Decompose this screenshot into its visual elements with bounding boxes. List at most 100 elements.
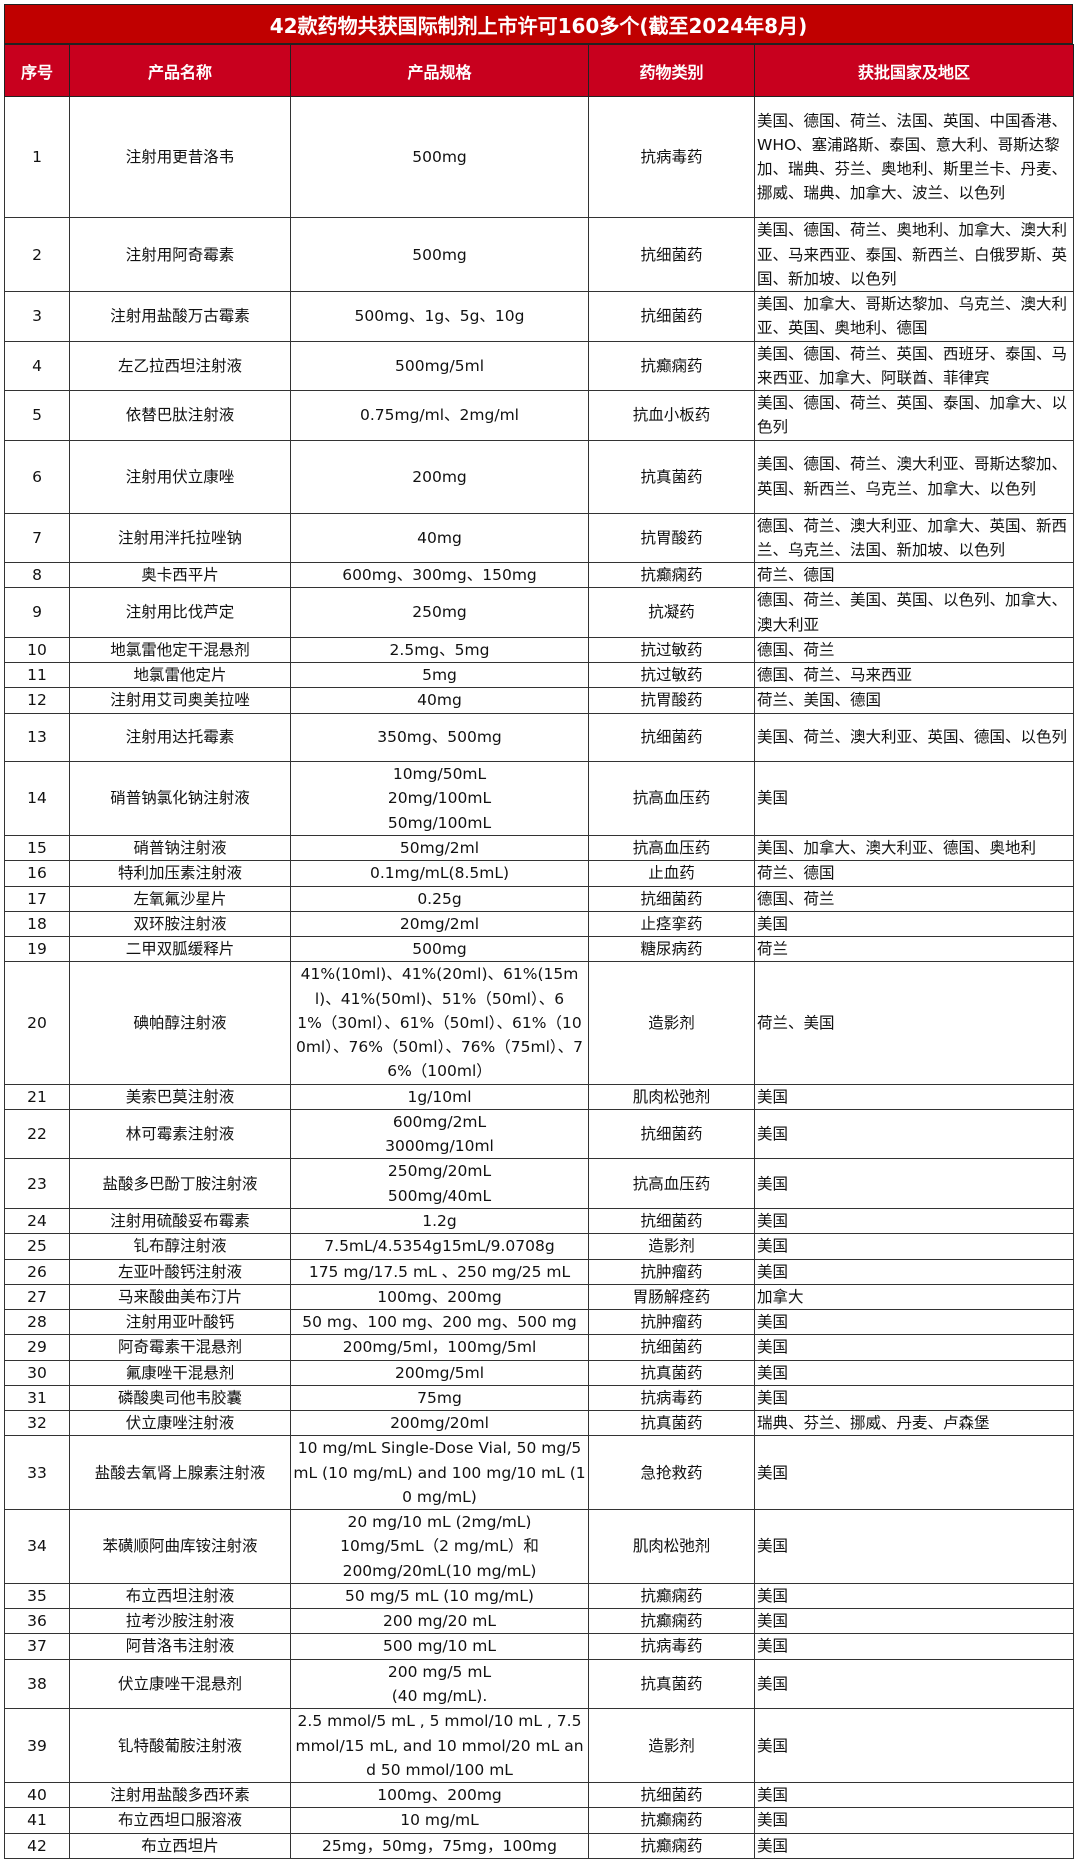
cell-category: 肌肉松弛剂 xyxy=(588,1083,755,1110)
cell-name: 二甲双胍缓释片 xyxy=(69,936,291,963)
cell-countries: 德国、荷兰 xyxy=(754,885,1074,912)
cell-countries: 美国 xyxy=(754,1708,1074,1784)
cell-name: 盐酸多巴酚丁胺注射液 xyxy=(69,1158,291,1209)
cell-no: 10 xyxy=(4,636,70,664)
cell-name: 注射用亚叶酸钙 xyxy=(69,1309,291,1336)
table-row: 37 阿昔洛韦注射液 500 mg/10 mL 抗病毒药 美国 xyxy=(4,1633,1074,1660)
table-row: 2 注射用阿奇霉素 500mg 抗细菌药 美国、德国、荷兰、奥地利、加拿大、澳大利亚、马… xyxy=(4,217,1074,293)
cell-name: 钆特酸葡胺注射液 xyxy=(69,1708,291,1784)
cell-name: 奥卡西平片 xyxy=(69,562,291,589)
cell-no: 8 xyxy=(4,562,70,589)
cell-spec: 200 mg/5 mL (40 mg/mL). xyxy=(290,1658,589,1710)
cell-countries: 美国 xyxy=(754,1258,1074,1285)
cell-category: 抗真菌药 xyxy=(588,439,755,514)
cell-countries: 美国 xyxy=(754,1309,1074,1336)
cell-no: 34 xyxy=(4,1509,70,1584)
cell-name: 钆布醇注射液 xyxy=(69,1233,291,1260)
cell-spec: 200mg/20ml xyxy=(290,1410,589,1437)
cell-countries: 美国、德国、荷兰、法国、英国、中国香港、WHO、塞浦路斯、泰国、意大利、哥斯达黎… xyxy=(754,95,1074,219)
cell-no: 11 xyxy=(4,662,70,689)
cell-category: 抗血小板药 xyxy=(588,390,755,441)
cell-spec: 100mg、200mg xyxy=(290,1283,589,1311)
cell-category: 抗过敏药 xyxy=(588,662,755,689)
table-row: 38 伏立康唑干混悬剂 200 mg/5 mL (40 mg/mL). 抗真菌药 美国 xyxy=(4,1658,1074,1710)
cell-spec: 100mg、200mg xyxy=(290,1782,589,1809)
cell-no: 1 xyxy=(4,95,70,219)
cell-category: 抗细菌药 xyxy=(588,1334,755,1361)
cell-countries: 美国 xyxy=(754,1832,1074,1859)
table-row: 24 注射用硫酸妥布霉素 1.2g 抗细菌药 美国 xyxy=(4,1207,1074,1235)
cell-countries: 荷兰、德国 xyxy=(754,562,1074,589)
header-spec: 产品规格 xyxy=(290,44,589,97)
table-row: 17 左氧氟沙星片 0.25g 抗细菌药 德国、荷兰 xyxy=(4,885,1074,912)
table-row: 21 美索巴莫注射液 1g/10ml 肌肉松弛剂 美国 xyxy=(4,1083,1074,1110)
cell-no: 13 xyxy=(4,712,70,763)
cell-spec: 500mg/5ml xyxy=(290,340,589,392)
table-row: 42 布立西坦片 25mg，50mg，75mg，100mg 抗癫痫药 美国 xyxy=(4,1832,1074,1859)
cell-name: 美索巴莫注射液 xyxy=(69,1083,291,1110)
cell-name: 地氯雷他定片 xyxy=(69,662,291,689)
cell-name: 阿昔洛韦注射液 xyxy=(69,1633,291,1660)
table-row: 18 双环胺注射液 20mg/2ml 止痉挛药 美国 xyxy=(4,910,1074,938)
cell-countries: 美国 xyxy=(754,1083,1074,1110)
cell-countries: 美国、荷兰、澳大利亚、英国、德国、以色列 xyxy=(754,712,1074,763)
cell-spec: 0.1mg/mL(8.5mL) xyxy=(290,860,589,887)
cell-spec: 600mg、300mg、150mg xyxy=(290,562,589,589)
cell-countries: 美国、德国、荷兰、澳大利亚、哥斯达黎加、英国、新西兰、乌克兰、加拿大、以色列 xyxy=(754,439,1074,514)
cell-no: 29 xyxy=(4,1334,70,1361)
cell-no: 30 xyxy=(4,1359,70,1386)
cell-no: 5 xyxy=(4,390,70,441)
table-row: 33 盐酸去氧肾上腺素注射液 10 mg/mL Single-Dose Vial, … xyxy=(4,1435,1074,1511)
cell-spec: 0.75mg/ml、2mg/ml xyxy=(290,390,589,441)
cell-countries: 美国 xyxy=(754,1435,1074,1511)
table-row: 11 地氯雷他定片 5mg 抗过敏药 德国、荷兰、马来西亚 xyxy=(4,662,1074,689)
cell-category: 抗肿瘤药 xyxy=(588,1309,755,1336)
table-row: 16 特利加压素注射液 0.1mg/mL(8.5mL) 止血药 荷兰、德国 xyxy=(4,860,1074,887)
cell-name: 硝普钠注射液 xyxy=(69,834,291,862)
cell-no: 3 xyxy=(4,291,70,342)
cell-spec: 500 mg/10 mL xyxy=(290,1633,589,1660)
cell-no: 17 xyxy=(4,885,70,912)
cell-countries: 美国、德国、荷兰、英国、泰国、加拿大、以色列 xyxy=(754,390,1074,441)
cell-spec: 2.5 mmol/5 mL , 5 mmol/10 mL , 7.5 mmol/… xyxy=(290,1708,589,1784)
table-row: 25 钆布醇注射液 7.5mL/4.5354g15mL/9.0708g 造影剂 美国 xyxy=(4,1233,1074,1260)
cell-name: 地氯雷他定干混悬剂 xyxy=(69,636,291,664)
cell-countries: 美国、德国、荷兰、英国、西班牙、泰国、马来西亚、加拿大、阿联酋、菲律宾 xyxy=(754,340,1074,392)
cell-spec: 500mg xyxy=(290,95,589,219)
cell-countries: 荷兰 xyxy=(754,936,1074,963)
table-row: 39 钆特酸葡胺注射液 2.5 mmol/5 mL , 5 mmol/10 mL ,… xyxy=(4,1708,1074,1784)
cell-spec: 500mg xyxy=(290,217,589,293)
cell-countries: 美国 xyxy=(754,1658,1074,1710)
cell-category: 止血药 xyxy=(588,860,755,887)
cell-category: 急抢救药 xyxy=(588,1435,755,1511)
cell-spec: 20 mg/10 mL (2mg/mL) 10mg/5mL（2 mg/mL）和 … xyxy=(290,1509,589,1584)
cell-name: 注射用伏立康唑 xyxy=(69,439,291,514)
cell-spec: 0.25g xyxy=(290,885,589,912)
table-row: 19 二甲双胍缓释片 500mg 糖尿病药 荷兰 xyxy=(4,936,1074,963)
cell-no: 21 xyxy=(4,1083,70,1110)
table-row: 14 硝普钠氯化钠注射液 10mg/50mL 20mg/100mL 50mg/100… xyxy=(4,761,1074,836)
cell-name: 阿奇霉素干混悬剂 xyxy=(69,1334,291,1361)
cell-spec: 500mg xyxy=(290,936,589,963)
cell-countries: 美国 xyxy=(754,1108,1074,1160)
cell-countries: 美国 xyxy=(754,1509,1074,1584)
cell-category: 肌肉松弛剂 xyxy=(588,1509,755,1584)
cell-category: 止痉挛药 xyxy=(588,910,755,938)
table-row: 29 阿奇霉素干混悬剂 200mg/5ml，100mg/5ml 抗细菌药 美国 xyxy=(4,1334,1074,1361)
cell-no: 42 xyxy=(4,1832,70,1859)
cell-category: 抗真菌药 xyxy=(588,1410,755,1437)
header-category: 药物类别 xyxy=(588,44,755,97)
table-row: 6 注射用伏立康唑 200mg 抗真菌药 美国、德国、荷兰、澳大利亚、哥斯达黎加、英国、… xyxy=(4,439,1074,514)
table-row: 4 左乙拉西坦注射液 500mg/5ml 抗癫痫药 美国、德国、荷兰、英国、西班牙、泰国… xyxy=(4,340,1074,392)
header-countries: 获批国家及地区 xyxy=(754,44,1074,97)
cell-name: 苯磺顺阿曲库铵注射液 xyxy=(69,1509,291,1584)
cell-countries: 美国 xyxy=(754,761,1074,836)
cell-no: 14 xyxy=(4,761,70,836)
cell-category: 抗细菌药 xyxy=(588,712,755,763)
cell-spec: 40mg xyxy=(290,687,589,714)
cell-name: 氟康唑干混悬剂 xyxy=(69,1359,291,1386)
table-row: 13 注射用达托霉素 350mg、500mg 抗细菌药 美国、荷兰、澳大利亚、英国、德国… xyxy=(4,712,1074,763)
cell-name: 布立西坦片 xyxy=(69,1832,291,1859)
cell-name: 伏立康唑注射液 xyxy=(69,1410,291,1437)
cell-name: 伏立康唑干混悬剂 xyxy=(69,1658,291,1710)
